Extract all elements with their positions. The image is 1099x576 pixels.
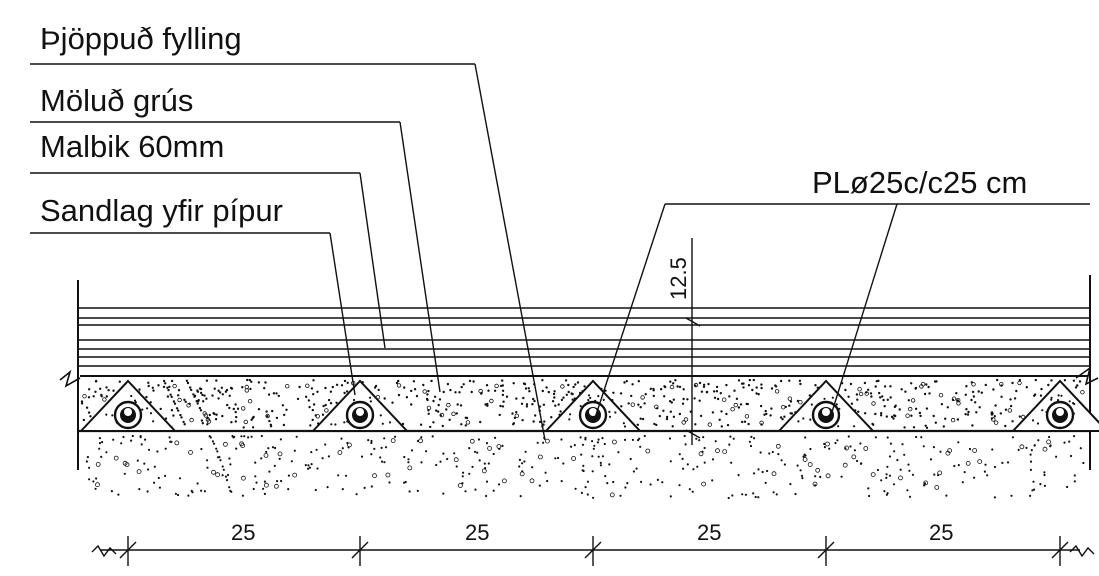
break-symbols xyxy=(59,366,1099,388)
depth-dimension xyxy=(685,238,701,445)
spacing-dimension-4: 25 xyxy=(929,520,953,545)
label-pipe-spec: PLø25c/c25 cm xyxy=(812,165,1027,200)
pipe-2 xyxy=(310,379,410,432)
section-frame xyxy=(77,275,1091,470)
label-compacted-fill: Þjöppuð fylling xyxy=(40,21,242,56)
pipe-5 xyxy=(1010,379,1099,432)
depth-dimension-value: 12.5 xyxy=(666,257,691,300)
label-asphalt: Malbik 60mm xyxy=(40,129,224,164)
pipes-group xyxy=(78,379,1099,432)
spacing-dimension-2: 25 xyxy=(465,520,489,545)
label-underlines xyxy=(30,63,1090,234)
compacted-fill-stipple xyxy=(85,434,1085,500)
spacing-dimension-1: 25 xyxy=(231,520,255,545)
label-sand-layer: Sandlag yfir pípur xyxy=(40,193,283,228)
spacing-dimension-3: 25 xyxy=(697,520,721,545)
asphalt-layers xyxy=(78,307,1090,377)
leader-lines xyxy=(329,63,898,441)
pipe-3 xyxy=(543,379,643,432)
pipe-4 xyxy=(776,379,876,432)
label-crushed-gravel: Möluð grús xyxy=(40,83,193,118)
pipe-1 xyxy=(78,379,178,432)
spacing-dimension-line xyxy=(91,536,1095,566)
